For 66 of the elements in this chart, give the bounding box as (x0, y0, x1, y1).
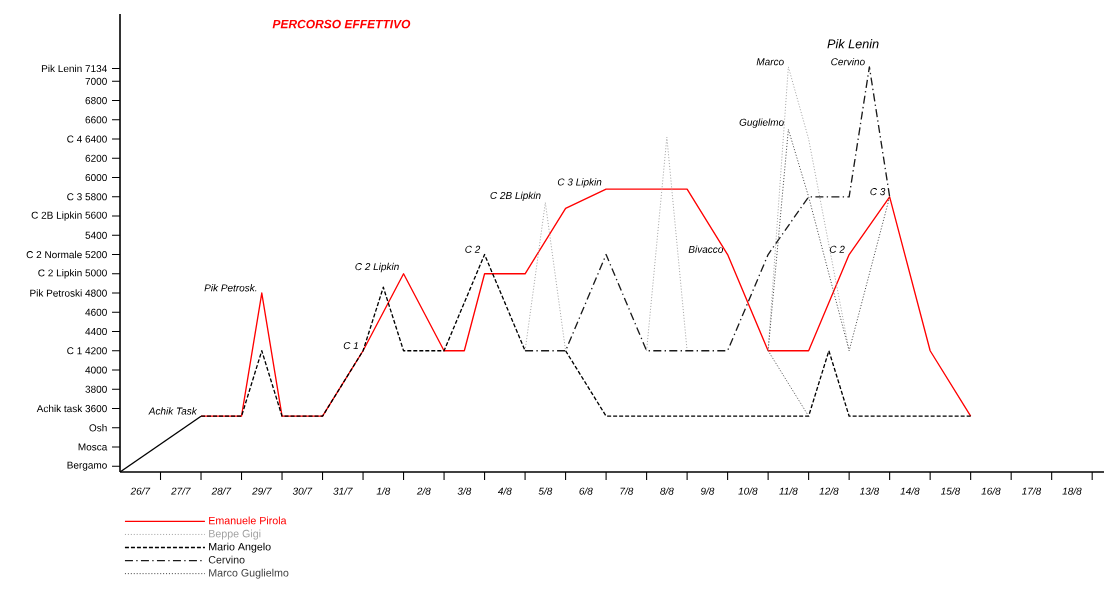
annotation: C 3 (870, 188, 886, 196)
y-tick-label: C 2 Normale 5200 (26, 250, 107, 259)
x-tick-label: 28/7 (211, 487, 232, 495)
x-tick-label: 1/8 (376, 487, 391, 495)
annotation: C 1 (343, 342, 358, 350)
text: Beppe Gigi (209, 529, 261, 540)
x-tick-label: 31/7 (333, 487, 353, 495)
x-tick-label: 15/8 (940, 487, 961, 495)
annotation: C 2 Lipkin (355, 262, 399, 273)
y-tick-label: 4400 (85, 327, 107, 336)
x-tick-label: 4/8 (497, 487, 512, 495)
y-tick-label: C 2 Lipkin 5000 (38, 269, 107, 279)
y-tick-label: Mosca (78, 443, 108, 451)
x-tick-label: 12/8 (819, 487, 839, 495)
annotation: Bivacco (688, 245, 724, 253)
y-tick-label: 6600 (85, 116, 107, 124)
y-tick-label: 6800 (85, 97, 107, 105)
text: Marco Guglielmo (209, 568, 289, 579)
y-tick-label: 6200 (85, 154, 107, 162)
x-tick-label: 10/8 (738, 487, 758, 495)
annotation: Marco (756, 58, 784, 66)
x-tick-label: 16/8 (981, 487, 1001, 495)
text: Cervino (208, 555, 245, 564)
annotation: Cervino (831, 57, 865, 66)
y-tick-label: 3800 (85, 385, 107, 393)
y-tick-label: Achik task 3600 (36, 404, 107, 413)
x-tick-label: 5/8 (538, 487, 553, 495)
y-tick-label: C 3 5800 (67, 193, 107, 201)
x-tick-label: 6/8 (579, 487, 593, 495)
y-tick-label: 7000 (85, 77, 107, 85)
x-tick-label: 30/7 (292, 487, 313, 495)
text: Mario Angelo (209, 542, 271, 553)
x-tick-label: 8/8 (660, 487, 674, 495)
text: Emanuele Pirola (209, 516, 287, 525)
chart-title: PERCORSO EFFETTIVO (272, 19, 411, 29)
x-tick-label: 9/8 (700, 487, 715, 495)
x-tick-label: 18/8 (1062, 487, 1082, 495)
annotation: Achik Task (148, 407, 198, 415)
y-tick-label: C 2B Lipkin 5600 (31, 211, 107, 221)
annotation: Guglielmo (739, 118, 784, 128)
x-tick-label: 14/8 (900, 487, 920, 495)
y-tick-label: C 4 6400 (67, 135, 107, 143)
x-tick-label: 29/7 (251, 487, 272, 495)
x-tick-label: 27/7 (170, 487, 191, 495)
x-tick-label: 13/8 (859, 487, 880, 495)
annotation: Pik Petrosk. (204, 284, 257, 292)
y-tick-label: 6000 (85, 174, 107, 182)
y-tick-label: Pik Petroski 4800 (30, 289, 107, 297)
y-tick-label: 4600 (85, 308, 107, 316)
x-tick-label: 7/8 (620, 487, 634, 495)
y-tick-label: 5400 (85, 231, 107, 239)
y-tick-label: 4000 (85, 366, 107, 374)
annotation: Pik Lenin (827, 39, 879, 49)
y-tick-label: Osh (89, 424, 107, 432)
y-tick-label: C 1 4200 (67, 347, 107, 355)
annotation: C 3 Lipkin (557, 178, 602, 188)
annotation: C 2 (829, 245, 845, 253)
x-tick-label: 17/8 (1021, 487, 1042, 495)
y-tick-label: Pik Lenin 7134 (41, 64, 107, 73)
x-tick-label: 3/8 (457, 487, 472, 495)
annotation: C 2 (465, 245, 481, 253)
x-tick-label: 26/7 (130, 487, 151, 495)
x-tick-label: 2/8 (416, 487, 431, 495)
annotation: C 2B Lipkin (490, 191, 541, 201)
y-tick-label: Bergamo (67, 461, 107, 471)
x-tick-label: 11/8 (779, 487, 798, 495)
